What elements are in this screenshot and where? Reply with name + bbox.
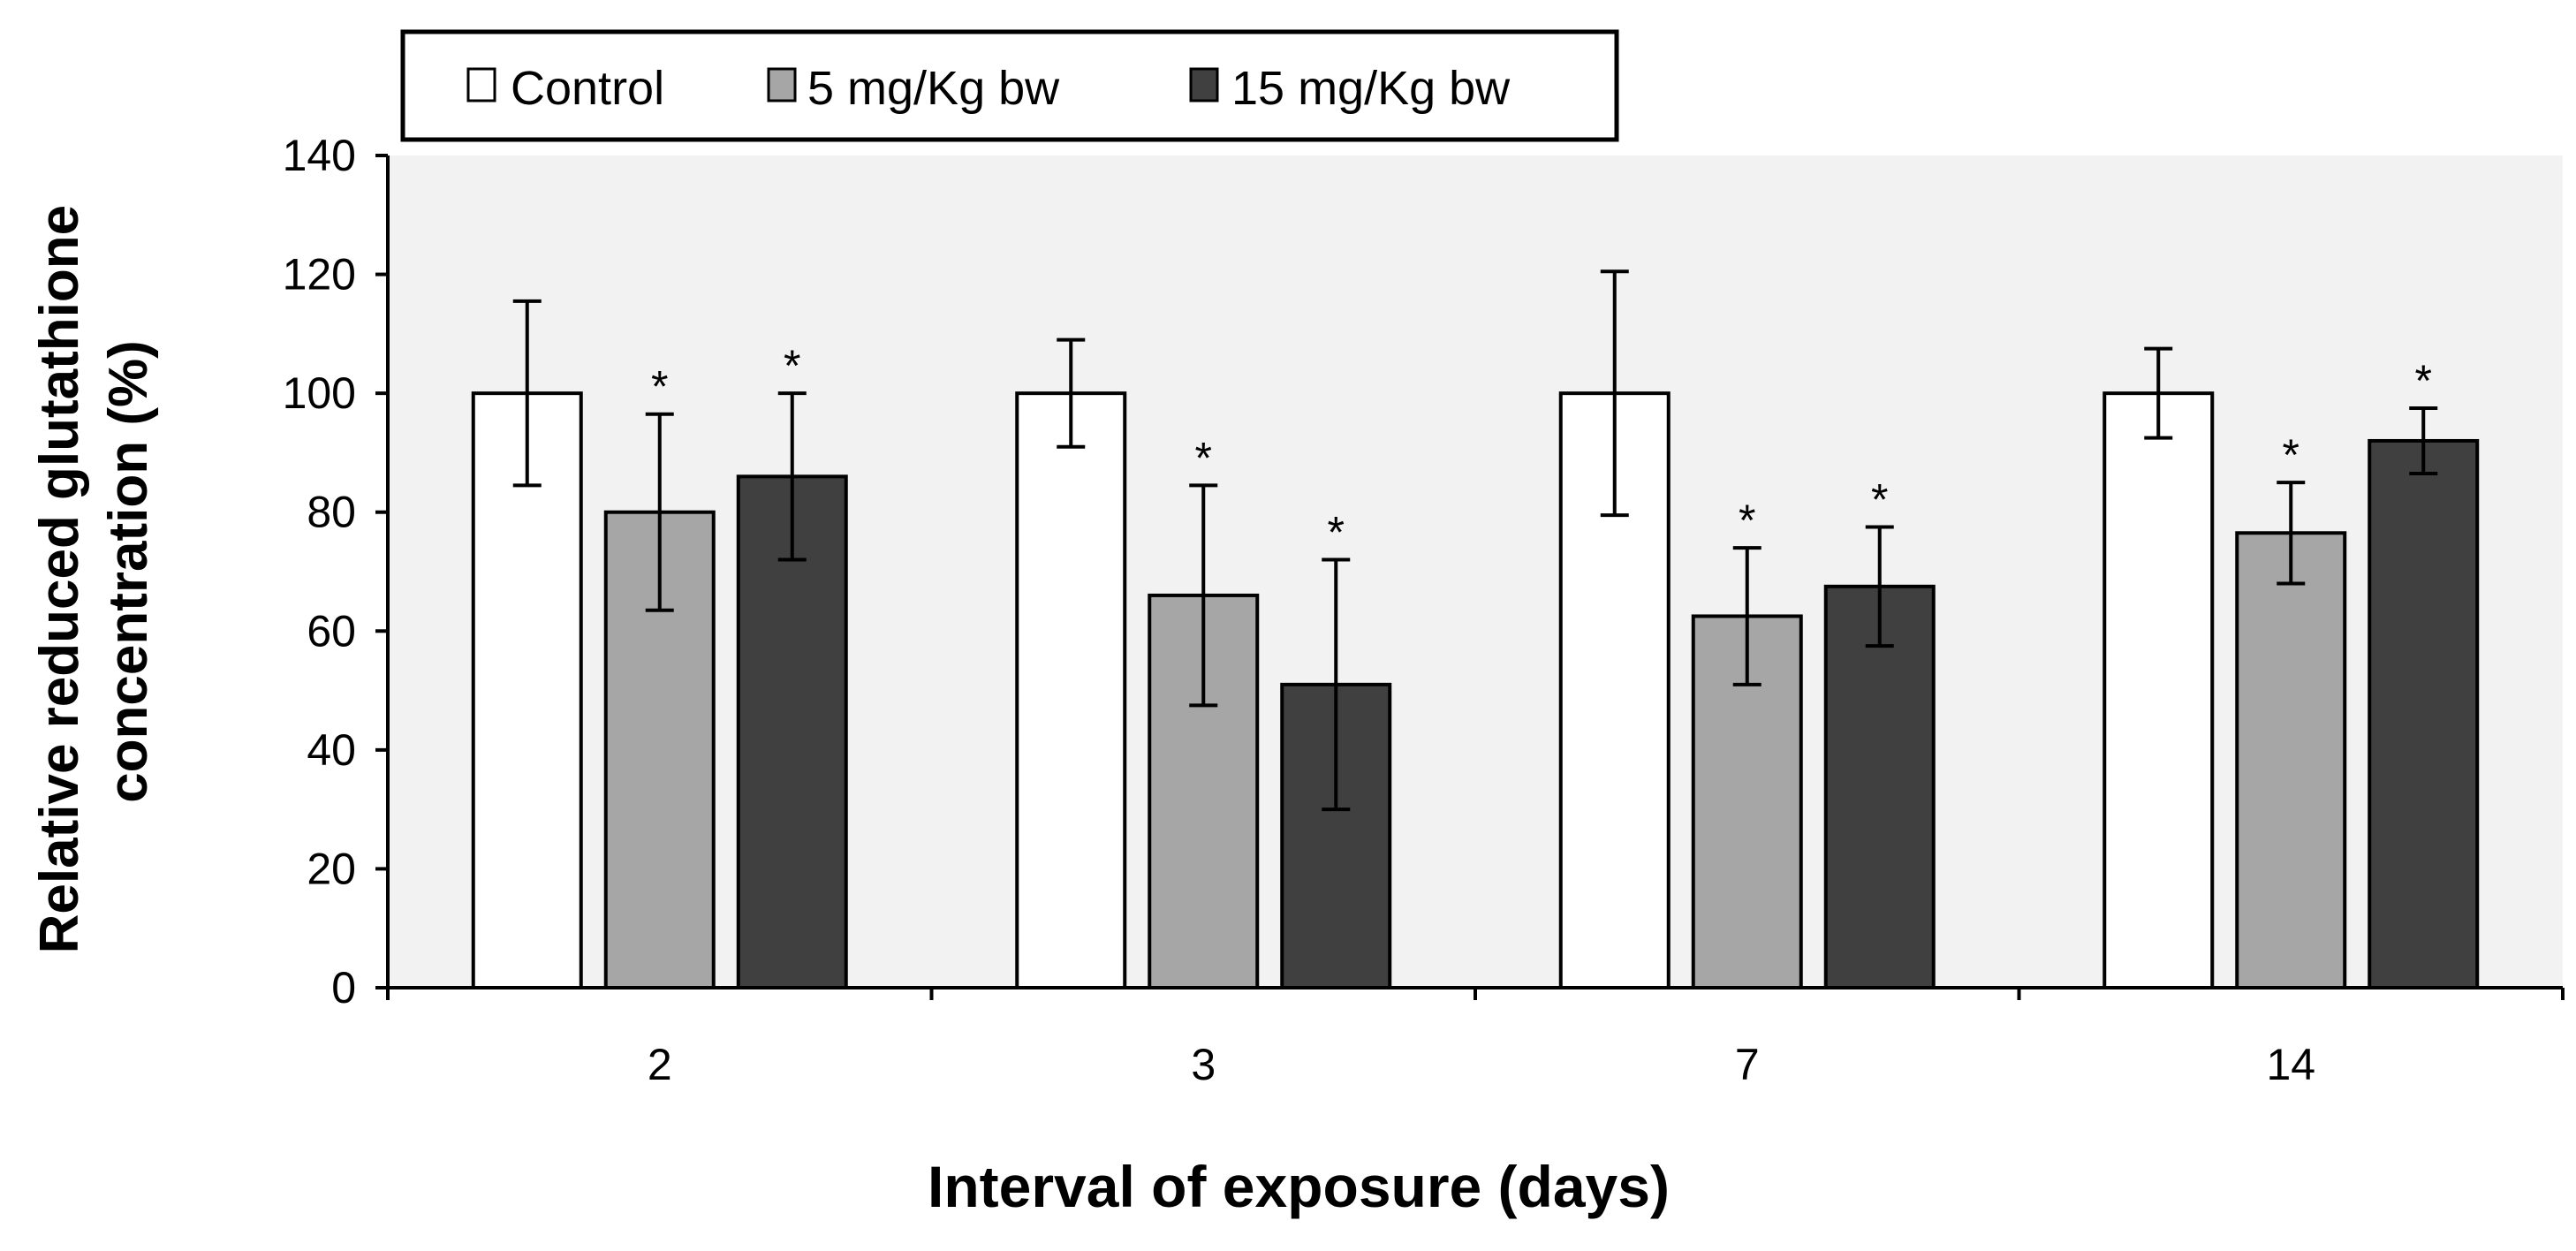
x-axis-title: Interval of exposure (days)	[928, 1154, 1670, 1219]
y-axis-title: Relative reduced glutathione concentrati…	[29, 190, 159, 954]
bar-15mg-day-2	[736, 474, 848, 989]
y-axis-title-line-2: concentration (%)	[98, 340, 159, 803]
y-tick-label-140: 140	[283, 131, 356, 180]
legend-label-control: Control	[511, 62, 664, 115]
bar-control-day-2	[471, 391, 583, 989]
significance-marker-5mg-day-14: *	[2283, 430, 2299, 480]
bar-15mg-day-7	[1823, 584, 1936, 989]
legend: Control 5 mg/Kg bw 15 mg/Kg bw	[400, 29, 1619, 142]
y-tick-label-120: 120	[283, 250, 356, 299]
legend-label-5mg: 5 mg/Kg bw	[807, 62, 1060, 115]
bar-control-day-3	[1015, 391, 1127, 989]
significance-marker-5mg-day-2: *	[651, 362, 668, 412]
significance-marker-5mg-day-3: *	[1195, 433, 1212, 482]
y-tick-label-100: 100	[283, 368, 356, 418]
bar-15mg-day-14	[2368, 438, 2480, 989]
legend-box	[400, 29, 1619, 142]
y-tick-label-20: 20	[307, 844, 356, 893]
y-tick-label-80: 80	[307, 488, 356, 537]
significance-marker-15mg-day-2: *	[784, 341, 800, 390]
significance-marker-5mg-day-7: *	[1739, 496, 1755, 545]
legend-swatch-5mg	[767, 67, 797, 102]
significance-marker-15mg-day-3: *	[1328, 508, 1345, 557]
legend-swatch-control	[466, 67, 496, 102]
legend-label-15mg: 15 mg/Kg bw	[1231, 62, 1511, 115]
bars-layer: * * * * * * * *	[471, 269, 2480, 990]
significance-marker-15mg-day-14: *	[2415, 356, 2432, 406]
x-tick-label-7: 7	[1735, 1040, 1760, 1089]
x-tick-label-2: 2	[648, 1040, 672, 1089]
y-axis-title-line-1: Relative reduced glutathione	[29, 205, 90, 954]
y-tick-label-0: 0	[331, 963, 356, 1012]
axes-layer: 0 20 40 60 80 100 120 140 2 3 7 14	[283, 131, 2565, 1089]
y-tick-label-60: 60	[307, 606, 356, 656]
x-tick-label-3: 3	[1191, 1040, 1216, 1089]
legend-swatch-15mg	[1189, 67, 1219, 102]
y-tick-label-40: 40	[307, 725, 356, 775]
bar-5mg-day-14	[2235, 531, 2347, 989]
bar-control-day-14	[2102, 391, 2215, 989]
significance-marker-15mg-day-7: *	[1871, 475, 1888, 525]
x-tick-label-14: 14	[2266, 1040, 2315, 1089]
